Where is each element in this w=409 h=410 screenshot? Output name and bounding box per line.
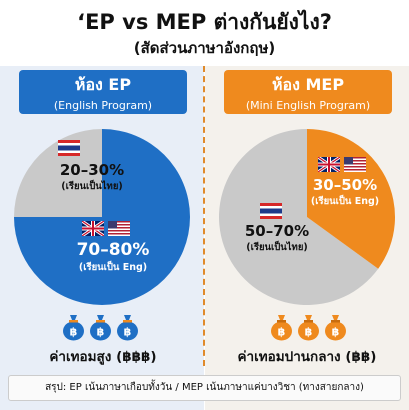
ep-thai-label: 20–30% (เรียนเป็นไทย)	[52, 161, 132, 194]
mep-cost-label: ค่าเทอมปานกลาง (฿฿)	[237, 349, 377, 365]
mep-header: ห้อง MEP (Mini English Program)	[224, 70, 392, 114]
page-subtitle: (สัดส่วนภาษาอังกฤษ)	[133, 39, 276, 57]
ep-header-title: ห้อง EP	[74, 75, 132, 94]
ep-eng-sub: (เรียนเป็น Eng)	[78, 262, 148, 273]
mep-eng-pct: 30–50%	[312, 176, 378, 194]
summary-box: สรุป: EP เน้นภาษาเกือบทั้งวัน / MEP เน้น…	[8, 375, 401, 401]
mep-thai-label: 50–70% (เรียนเป็นไทย)	[236, 222, 318, 255]
money-bag-icon: ฿	[63, 315, 84, 341]
thai-flag-icon	[58, 140, 80, 156]
baht-symbol: ฿	[97, 326, 105, 339]
money-bag-icon: ฿	[298, 315, 319, 341]
baht-symbol: ฿	[305, 326, 313, 339]
ep-pie-slice-thai	[14, 129, 102, 217]
ep-money-bags: ฿ ฿ ฿	[62, 313, 139, 341]
ep-pie-chart	[14, 129, 190, 305]
money-bag-icon: ฿	[90, 315, 111, 341]
mep-header-subtitle: (Mini English Program)	[245, 99, 371, 112]
ep-eng-label: 70–80% (เรียนเป็น Eng)	[58, 240, 168, 275]
ep-thai-pct: 20–30%	[59, 161, 125, 179]
ep-header: ห้อง EP (English Program)	[19, 70, 187, 114]
mep-header-title: ห้อง MEP	[271, 75, 345, 94]
summary-text: สรุป: EP เน้นภาษาเกือบทั้งวัน / MEP เน้น…	[45, 382, 364, 393]
money-bag-icon: ฿	[117, 315, 138, 341]
money-bag-icon: ฿	[271, 315, 292, 341]
baht-symbol: ฿	[332, 326, 340, 339]
mep-thai-pct: 50–70%	[244, 222, 310, 240]
thai-flag-icon	[260, 203, 282, 219]
panel-divider	[203, 66, 205, 366]
uk-flag-icon	[82, 221, 104, 236]
baht-symbol: ฿	[70, 326, 78, 339]
mep-pie-chart	[219, 129, 395, 305]
ep-eng-pct: 70–80%	[76, 240, 150, 260]
ep-header-subtitle: (English Program)	[53, 99, 153, 112]
baht-symbol: ฿	[124, 326, 132, 339]
money-bag-icon: ฿	[325, 315, 346, 341]
ep-thai-sub: (เรียนเป็นไทย)	[61, 181, 123, 192]
mep-thai-sub: (เรียนเป็นไทย)	[246, 242, 308, 253]
mep-money-bags: ฿ ฿ ฿	[270, 313, 347, 341]
us-flag-icon	[344, 157, 366, 172]
ep-pie-slice-eng	[14, 129, 190, 305]
baht-symbol: ฿	[278, 326, 286, 339]
page-title: ‘EP vs MEP ต่างกันยังไง?	[77, 10, 332, 34]
mep-pie-slice-thai	[219, 129, 379, 305]
us-flag-icon	[108, 221, 130, 236]
mep-eng-label: 30–50% (เรียนเป็น Eng)	[307, 176, 383, 209]
ep-cost-label: ค่าเทอมสูง (฿฿฿)	[49, 349, 157, 365]
uk-flag-icon	[318, 157, 340, 172]
mep-eng-sub: (เรียนเป็น Eng)	[310, 196, 380, 207]
